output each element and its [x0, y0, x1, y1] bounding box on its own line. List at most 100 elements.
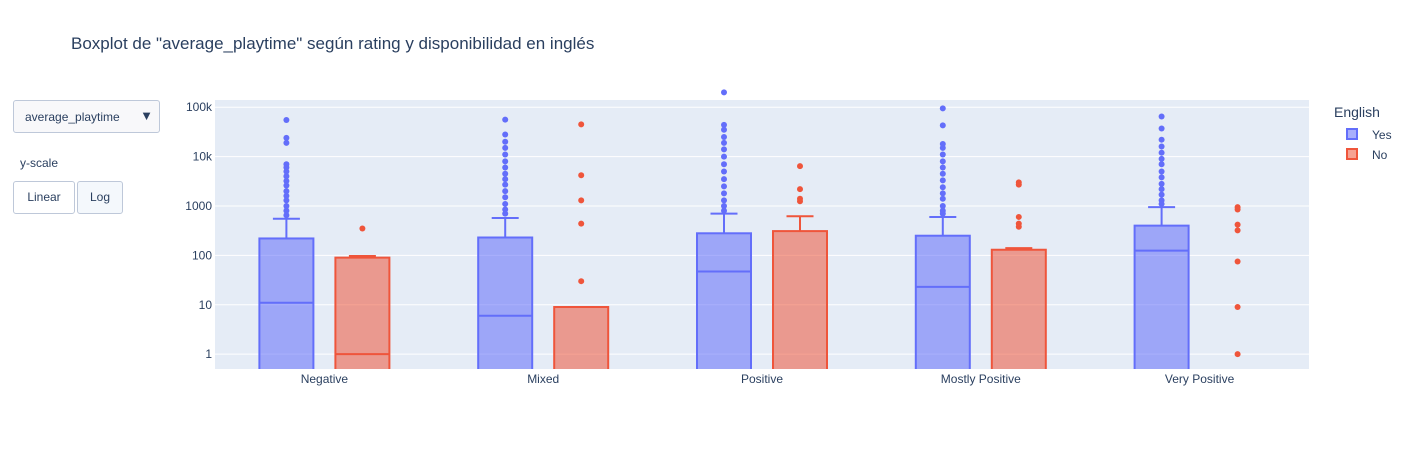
outlier-point: [721, 89, 727, 96]
legend-label-no: No: [1372, 148, 1388, 162]
outlier-point: [578, 278, 585, 285]
outlier-point: [1234, 221, 1241, 228]
legend-label-yes: Yes: [1372, 128, 1392, 142]
outlier-point: [939, 105, 946, 112]
outlier-point: [939, 158, 946, 165]
outlier-point: [1158, 200, 1165, 207]
outlier-point: [797, 198, 803, 205]
outlier-point: [939, 164, 946, 171]
outlier-point: [502, 194, 509, 201]
plot-background: [215, 100, 1309, 369]
outlier-point: [578, 172, 585, 179]
outlier-point: [1158, 168, 1165, 175]
outlier-point: [1158, 191, 1165, 198]
outlier-point: [502, 131, 509, 138]
variable-dropdown[interactable]: average_playtime ▼: [13, 100, 160, 133]
yscale-label: y-scale: [20, 156, 59, 170]
outlier-point: [721, 176, 727, 183]
outlier-point: [1158, 143, 1165, 150]
outlier-point: [283, 168, 290, 175]
outlier-point: [939, 144, 946, 151]
outlier-point: [359, 225, 366, 232]
outlier-point: [283, 212, 290, 219]
linear-scale-button[interactable]: Linear: [13, 181, 75, 214]
outlier-point: [797, 186, 803, 193]
outlier-point: [721, 139, 727, 146]
outlier-point: [283, 207, 290, 214]
outlier-point: [721, 202, 727, 209]
outlier-point: [939, 202, 946, 209]
outlier-point: [1015, 213, 1022, 220]
outlier-point: [939, 184, 946, 191]
y-tick-label: 100: [192, 248, 212, 262]
box-traces: [258, 89, 1241, 369]
box-yes-mixed: [477, 236, 534, 369]
outlier-point: [283, 197, 290, 204]
outlier-point: [1158, 174, 1165, 181]
outlier-point: [283, 139, 290, 146]
outlier-point: [721, 197, 727, 204]
outlier-point: [939, 210, 946, 217]
log-scale-button[interactable]: Log: [77, 181, 123, 214]
box-yes-mostly-positive: [914, 234, 971, 369]
outlier-point: [502, 164, 509, 171]
outlier-point: [283, 178, 290, 185]
box-no-negative: [334, 256, 391, 369]
outlier-point: [283, 117, 290, 124]
outlier-point: [1234, 227, 1241, 234]
outlier-point: [502, 151, 509, 158]
outlier-point: [1158, 149, 1165, 156]
y-tick-label: 10: [199, 298, 213, 312]
outlier-point: [721, 153, 727, 160]
box-yes-positive: [696, 232, 752, 369]
outlier-point: [578, 220, 585, 227]
outlier-point: [721, 168, 727, 175]
outlier-point: [502, 176, 509, 183]
outlier-point: [1234, 258, 1241, 265]
outlier-point: [1234, 304, 1241, 311]
outlier-point: [721, 190, 727, 197]
outlier-point: [502, 200, 509, 207]
outlier-point: [797, 163, 803, 170]
legend-title: English: [1334, 104, 1380, 120]
outlier-point: [283, 192, 290, 199]
legend-swatch-no: [1346, 148, 1358, 160]
y-tick-label: 10k: [193, 150, 213, 164]
outlier-point: [578, 197, 585, 204]
legend-item-yes[interactable]: Yes: [1334, 126, 1392, 146]
outlier-point: [1158, 180, 1165, 187]
outlier-point: [283, 134, 290, 141]
outlier-point: [1158, 186, 1165, 193]
outlier-point: [721, 183, 727, 190]
outlier-point: [1158, 161, 1165, 168]
box-yes-negative: [258, 237, 315, 369]
y-tick-label: 100k: [186, 100, 213, 114]
outlier-point: [721, 121, 727, 128]
outlier-point: [502, 210, 509, 217]
outlier-point: [721, 133, 727, 140]
outlier-point: [283, 182, 290, 189]
outlier-point: [1158, 125, 1165, 132]
outlier-point: [283, 173, 290, 180]
outlier-point: [721, 207, 727, 214]
legend: English Yes No: [1334, 104, 1392, 166]
outlier-point: [939, 177, 946, 184]
x-tick-label: Mixed: [527, 372, 559, 386]
outlier-point: [502, 116, 509, 123]
legend-item-no[interactable]: No: [1334, 146, 1392, 166]
y-tick-label: 1: [205, 347, 212, 361]
outlier-point: [939, 151, 946, 158]
outlier-point: [502, 206, 509, 213]
outlier-point: [939, 195, 946, 202]
outlier-point: [502, 170, 509, 177]
box-no-mostly-positive: [990, 248, 1047, 369]
outlier-point: [1158, 155, 1165, 162]
x-tick-label: Very Positive: [1165, 372, 1235, 386]
box-yes-very-positive: [1133, 224, 1190, 369]
outlier-point: [1234, 206, 1241, 213]
outlier-point: [502, 144, 509, 151]
outlier-point: [721, 126, 727, 133]
outlier-point: [578, 121, 585, 128]
x-tick-label: Mostly Positive: [941, 372, 1021, 386]
